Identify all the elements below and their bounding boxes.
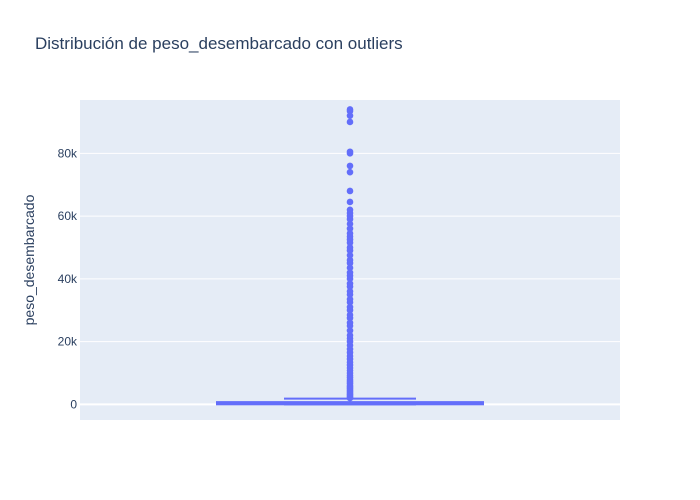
outlier-point: [346, 264, 354, 272]
outlier-point: [346, 148, 354, 156]
outlier-point: [346, 319, 354, 327]
outlier-point: [346, 198, 354, 206]
outlier-point: [346, 295, 354, 303]
outlier-point: [346, 303, 354, 311]
y-tick-label: 20k: [58, 335, 78, 349]
outlier-point: [346, 225, 354, 232]
outlier-point: [346, 162, 354, 170]
y-tick-label: 40k: [58, 272, 78, 286]
outlier-point: [346, 244, 354, 251]
y-axis-ticks: 0 20k 40k 60k 80k: [58, 146, 78, 411]
y-axis-label: peso_desembarcado: [21, 194, 37, 325]
outlier-point: [346, 206, 354, 214]
outlier-point: [346, 256, 354, 264]
outlier-point: [346, 331, 354, 339]
outlier-point: [346, 269, 354, 276]
outlier-point: [346, 311, 354, 319]
outlier-point: [346, 106, 354, 113]
outlier-point: [346, 220, 354, 228]
outlier-point: [346, 168, 354, 176]
y-tick-label: 80k: [58, 146, 78, 160]
y-tick-label: 60k: [58, 209, 78, 223]
y-tick-label: 0: [70, 397, 77, 411]
outlier-point: [346, 118, 354, 126]
outlier-point: [346, 288, 354, 295]
outlier-point: [346, 251, 354, 259]
outlier-point: [346, 187, 354, 195]
chart-title: Distribución de peso_desembarcado con ou…: [35, 34, 403, 53]
outlier-point: [346, 280, 354, 287]
outlier-point: [346, 112, 354, 119]
outlier-point: [346, 327, 354, 334]
outlier-points: [346, 106, 354, 402]
outlier-point: [346, 230, 354, 237]
